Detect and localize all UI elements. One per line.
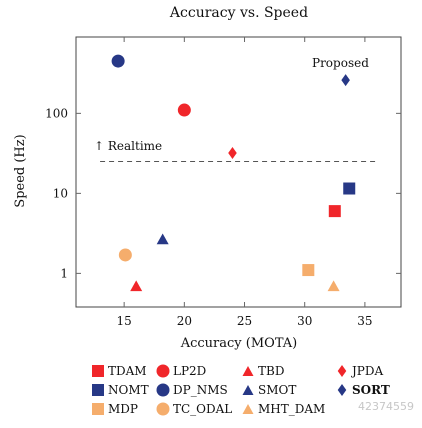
legend-marker-mht-dam <box>242 404 254 414</box>
y-tick-label-1: 1 <box>60 266 68 280</box>
y-axis-label: Speed (Hz) <box>13 134 28 207</box>
legend-marker-lp2d <box>156 364 170 378</box>
data-points-layer <box>111 54 356 292</box>
point-nomt-0 <box>343 182 356 195</box>
point-mdp-0 <box>302 264 315 277</box>
legend-item-lp2d: LP2D <box>156 364 206 378</box>
chart-title: Accuracy vs. Speed <box>169 5 308 21</box>
point-tbd-0 <box>130 280 143 292</box>
legend-item-mht-dam: MHT_DAM <box>242 402 325 416</box>
realtime-annotation: ↑ Realtime <box>94 139 162 153</box>
legend-item-jpda: JPDA <box>337 364 384 378</box>
legend-item-mdp: MDP <box>92 402 138 416</box>
point-sort-0 <box>341 74 350 87</box>
point-jpda-0 <box>228 146 237 159</box>
legend-marker-jpda <box>337 365 347 377</box>
legend-item-nomt: NOMT <box>92 383 149 397</box>
legend-item-smot: SMOT <box>242 383 296 397</box>
watermark-text: 42374559 <box>358 400 414 413</box>
legend-label-tdam: TDAM <box>108 364 147 378</box>
legend-label-dp-nms: DP_NMS <box>173 383 228 397</box>
y-tick-label-100: 100 <box>45 106 68 120</box>
point-dp-nms-0 <box>111 54 125 68</box>
legend-marker-tdam <box>92 365 104 377</box>
x-tick-label-25: 25 <box>237 314 252 328</box>
legend-label-mht-dam: MHT_DAM <box>258 402 325 416</box>
x-tick-label-15: 15 <box>117 314 132 328</box>
x-tick-label-35: 35 <box>357 314 372 328</box>
legend-item-dp-nms: DP_NMS <box>156 383 228 397</box>
plot-frame <box>75 36 402 308</box>
point-tc-odal-0 <box>118 248 132 262</box>
x-tick-label-30: 30 <box>297 314 312 328</box>
ticks-layer: 15 20 25 30 35 1 10 100 <box>45 37 401 328</box>
x-axis-label: Accuracy (MOTA) <box>180 336 298 351</box>
legend-label-tc-odal: TC_ODAL <box>173 402 232 416</box>
legend-label-lp2d: LP2D <box>173 364 206 378</box>
proposed-annotation: Proposed <box>312 56 369 70</box>
point-tdam-0 <box>328 205 341 218</box>
point-mht-dam-0 <box>327 280 340 292</box>
legend-marker-mdp <box>92 403 104 415</box>
legend-item-tdam: TDAM <box>92 364 147 378</box>
legend-label-jpda: JPDA <box>350 364 384 378</box>
legend-marker-tbd <box>242 366 254 376</box>
legend: TDAM LP2D TBD JPDA NOMT DP_NMS SMOT SORT MDP TC_O… <box>92 364 390 416</box>
legend-label-tbd: TBD <box>258 364 284 378</box>
legend-label-nomt: NOMT <box>108 383 149 397</box>
legend-marker-sort <box>337 384 347 396</box>
point-smot-0 <box>156 233 169 245</box>
x-tick-label-20: 20 <box>177 314 192 328</box>
y-tick-label-10: 10 <box>53 186 68 200</box>
legend-marker-nomt <box>92 384 104 396</box>
point-lp2d-0 <box>177 103 191 117</box>
legend-item-tbd: TBD <box>242 364 284 378</box>
legend-marker-tc-odal <box>156 402 170 416</box>
legend-label-mdp: MDP <box>108 402 138 416</box>
legend-item-sort: SORT <box>337 383 390 397</box>
legend-marker-smot <box>242 385 254 395</box>
legend-label-sort: SORT <box>352 383 390 397</box>
legend-label-smot: SMOT <box>258 383 296 397</box>
legend-item-tc-odal: TC_ODAL <box>156 402 232 416</box>
legend-marker-dp-nms <box>156 383 170 397</box>
